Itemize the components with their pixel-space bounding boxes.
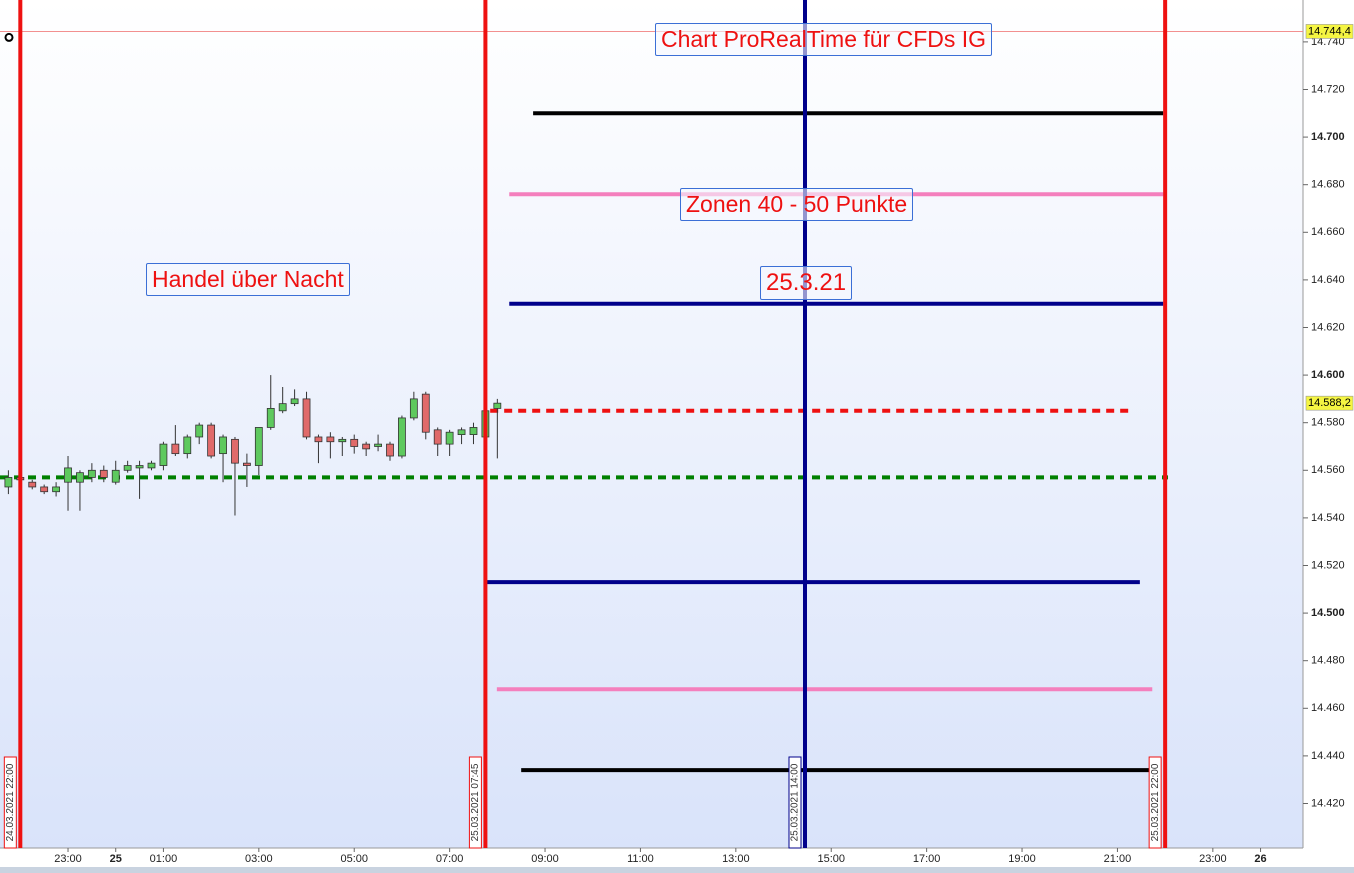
y-tick-label: 14.740 [1311,36,1345,48]
x-tick-label: 13:00 [722,853,750,865]
vertical-line-label: 24.03.2021 22:00 [5,763,16,841]
y-tick-label: 14.580 [1311,417,1345,429]
price-marker-dot [4,32,14,42]
x-tick-label: 01:00 [150,853,178,865]
x-tick-label: 03:00 [245,853,273,865]
candle-body [386,443,394,457]
y-tick-label: 14.700 [1311,131,1345,143]
x-tick-label: 23:00 [1199,853,1227,865]
candle-body [207,424,216,457]
candle-body [266,408,275,428]
candle-body [40,486,49,493]
price-marker-label: 14.588,2 [1308,397,1351,409]
candle-body [445,431,454,445]
candle-body [374,443,382,447]
y-tick-label: 14.460 [1311,702,1345,714]
candle-body [123,465,132,471]
candle-body [111,469,120,483]
x-tick-label: 11:00 [627,853,654,865]
candle-body [231,438,239,464]
candle-body [243,462,251,466]
vertical-line-label: 25.03.2021 14:00 [790,763,801,841]
candle-body [219,436,227,455]
candle-body [76,472,84,483]
y-tick-label: 14.480 [1311,655,1345,667]
price-marker-label: 14.744,4 [1308,25,1351,37]
vertical-line-label: 25.03.2021 07:45 [470,763,481,841]
x-tick-label: 21:00 [1104,853,1132,865]
annotation: Zonen 40 - 50 Punkte [680,188,914,221]
candle-body [159,443,168,466]
candle-body [338,438,347,443]
candle-body [87,469,96,478]
vertical-line-label-box [3,756,17,849]
annotation: 25.3.21 [760,266,853,300]
candle-body [433,429,442,445]
candle-body [99,469,108,478]
candle-body [28,481,37,488]
vertical-line-label-box [468,756,482,849]
y-tick-label: 14.540 [1311,512,1345,524]
y-tick-label: 14.600 [1311,369,1345,381]
candle-body [147,462,156,469]
vertical-line-label-box [1148,756,1162,849]
y-tick-label: 14.640 [1311,274,1345,286]
candle-body [183,436,192,455]
vertical-line-label-box [788,756,802,849]
annotation: Handel über Nacht [146,263,350,296]
candle-body [4,477,13,488]
candle-body [52,486,60,493]
candle-body [421,393,430,433]
candle-body [493,402,502,409]
plot-area [0,0,1303,848]
candle-body [314,436,323,443]
candle-body [171,443,180,455]
candle-body [64,467,72,483]
candle-body [302,398,311,438]
candle-body [326,436,335,443]
x-tick-label: 07:00 [436,853,464,865]
x-tick-label: 05:00 [340,853,368,865]
x-tick-label: 25 [110,853,122,865]
price-marker-box [1305,24,1354,39]
candle-body [290,398,299,405]
x-tick-label: 15:00 [817,853,845,865]
annotation: Chart ProRealTime für CFDs IG [655,23,993,56]
x-tick-label: 09:00 [531,853,559,865]
candle-body [350,438,359,447]
candle-body [135,465,144,469]
price-marker-box [1305,395,1354,411]
y-tick-label: 14.520 [1311,559,1345,571]
candle-body [362,443,371,450]
y-tick-label: 14.660 [1311,226,1345,238]
candle-body [195,424,204,438]
y-tick-label: 14.500 [1311,607,1345,619]
x-tick-label: 19:00 [1008,853,1036,865]
x-tick-label: 23:00 [54,853,82,865]
candle-body [254,427,263,466]
y-tick-label: 14.420 [1311,797,1345,809]
candle-body [409,398,418,419]
y-tick-label: 14.680 [1311,179,1345,191]
x-tick-label: 17:00 [913,853,941,865]
candle-body [457,429,466,435]
y-tick-label: 14.720 [1311,83,1345,95]
y-tick-label: 14.440 [1311,750,1345,762]
vertical-line-label: 25.03.2021 22:00 [1150,763,1161,841]
status-bar [0,867,1354,873]
y-tick-label: 14.620 [1311,321,1345,333]
candle-body [469,427,478,435]
candle-body [278,403,287,412]
y-tick-label: 14.560 [1311,464,1345,476]
candle-body [398,417,406,457]
x-tick-label: 26 [1254,853,1266,865]
